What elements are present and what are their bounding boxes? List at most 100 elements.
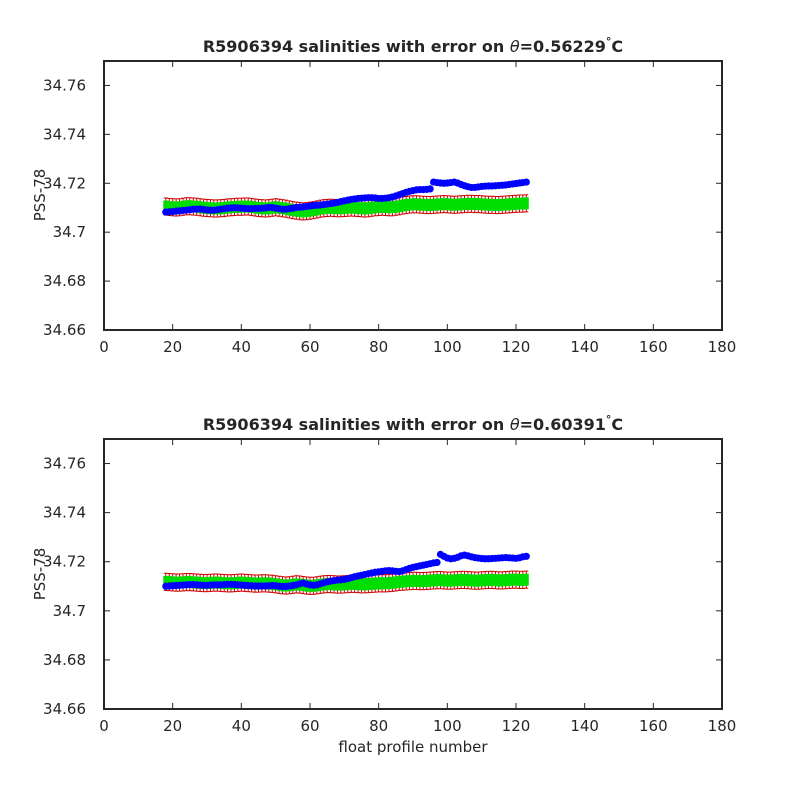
mapped-salinity-point	[324, 201, 330, 214]
mapped-salinity-point	[393, 576, 399, 589]
mapped-salinity-point	[499, 198, 505, 211]
mapped-salinity-point	[448, 574, 454, 587]
mapped-salinity-point	[458, 573, 464, 586]
x-tick-label: 180	[708, 338, 737, 356]
mapped-salinity-point	[334, 202, 340, 215]
mapped-salinity-point	[503, 574, 509, 587]
mapped-salinity-point	[486, 198, 492, 211]
mapped-salinity-point	[386, 577, 392, 590]
mapped-salinity-point	[417, 575, 423, 588]
axes-frame	[103, 438, 723, 710]
x-tick-label: 160	[639, 717, 668, 735]
mapped-salinity-point	[472, 198, 478, 211]
mapped-salinity-point	[523, 197, 529, 210]
mapped-salinity-point	[468, 574, 474, 587]
mapped-salinity-point	[328, 201, 334, 214]
x-tick-label: 20	[163, 338, 182, 356]
x-tick-label: 40	[232, 338, 251, 356]
mapped-salinity-point	[321, 202, 327, 215]
mapped-salinity-point	[479, 574, 485, 587]
mapped-salinity-point	[400, 199, 406, 212]
mapped-salinity-point	[383, 577, 389, 590]
title-value: =0.60391	[520, 415, 606, 434]
y-tick-label: 34.66	[43, 700, 86, 718]
mapped-salinity-point	[359, 578, 364, 591]
mapped-salinity-point	[475, 198, 481, 211]
y-tick-label: 34.7	[53, 602, 86, 620]
mapped-salinity-point	[420, 575, 426, 588]
chart-panel-2: R5906394 salinities with error on θ=0.60…	[31, 413, 736, 756]
mapped-salinity-point	[413, 574, 419, 587]
x-axis-label: float profile number	[338, 738, 488, 756]
mapped-salinity-point	[427, 199, 433, 212]
title-prefix: R5906394 salinities with error on	[203, 415, 510, 434]
title-theta: θ	[510, 415, 520, 434]
mapped-salinity-point	[465, 574, 471, 587]
x-tick-label: 120	[502, 338, 531, 356]
measured-salinity-point	[522, 552, 530, 560]
mapped-salinity-point	[345, 201, 351, 214]
mapped-salinity-point	[372, 201, 378, 214]
mapped-salinity-point	[376, 200, 382, 213]
mapped-salinity-point	[516, 573, 522, 586]
mapped-salinity-point	[331, 578, 337, 591]
mapped-salinity-point	[170, 201, 176, 214]
mapped-salinity-point	[389, 576, 395, 589]
mapped-salinity-point	[403, 575, 409, 588]
mapped-salinity-point	[362, 202, 368, 215]
mapped-salinity-point	[365, 578, 371, 591]
mapped-salinity-point	[496, 574, 502, 587]
title-value: =0.56229	[520, 37, 606, 56]
mapped-salinity-point	[304, 205, 310, 218]
mapped-salinity-point	[437, 574, 443, 587]
mapped-salinity-point	[496, 199, 502, 212]
title-theta: θ	[510, 37, 520, 56]
mapped-salinity-point	[407, 575, 413, 588]
mapped-salinity-point	[451, 574, 457, 587]
mapped-salinity-point	[396, 200, 402, 213]
mapped-salinity-point	[520, 573, 526, 586]
x-tick-label: 180	[708, 717, 737, 735]
axes: 0 20 40 60 80 100 120 140 160 180 34.66 34.68 34.7 34…	[43, 60, 737, 356]
measured-salinity-point	[522, 178, 530, 186]
y-axis-label: PSS-78	[31, 548, 49, 601]
mapped-salinity-point	[379, 577, 385, 590]
mapped-salinity-point	[462, 198, 467, 211]
x-tick-label: 100	[433, 717, 462, 735]
chart-title: R5906394 salinities with error on θ=0.60…	[203, 413, 623, 434]
mapped-salinity-point	[166, 576, 172, 589]
x-tick-label: 20	[163, 717, 182, 735]
mapped-salinity-point	[297, 205, 303, 218]
mapped-salinity-point	[441, 198, 447, 211]
mapped-salinity-point	[431, 574, 437, 587]
mapped-salinity-point	[448, 198, 454, 211]
mapped-salinity-point	[482, 198, 488, 211]
mapped-salinity-point	[413, 198, 419, 211]
mapped-salinity-point	[434, 574, 440, 587]
mapped-salinity-point	[355, 578, 361, 591]
mapped-salinity-point	[510, 573, 516, 586]
mapped-salinity-point	[183, 200, 189, 213]
mapped-salinity-point	[523, 573, 529, 586]
x-tick-label: 0	[99, 338, 109, 356]
x-tick-label: 120	[502, 717, 531, 735]
mapped-salinity-point	[386, 201, 392, 214]
y-tick-label: 34.68	[43, 272, 86, 290]
y-tick-label: 34.74	[43, 125, 86, 143]
mapped-salinity-point	[455, 574, 461, 587]
mapped-salinity-point	[424, 574, 430, 587]
mapped-salinity-point	[352, 201, 358, 214]
mapped-salinity-point	[482, 574, 488, 587]
series-layer	[162, 550, 530, 595]
mapped-salinity-point	[410, 198, 416, 211]
mapped-salinity-point	[486, 573, 492, 586]
mapped-salinity-point	[345, 578, 351, 591]
mapped-salinity-point	[379, 200, 385, 213]
mapped-salinity-point	[510, 198, 516, 211]
mapped-salinity-point	[365, 202, 371, 215]
y-tick-label: 34.74	[43, 504, 86, 522]
mapped-salinity-point	[369, 201, 375, 214]
mapped-salinity-point	[348, 201, 354, 214]
x-tick-label: 60	[300, 717, 319, 735]
